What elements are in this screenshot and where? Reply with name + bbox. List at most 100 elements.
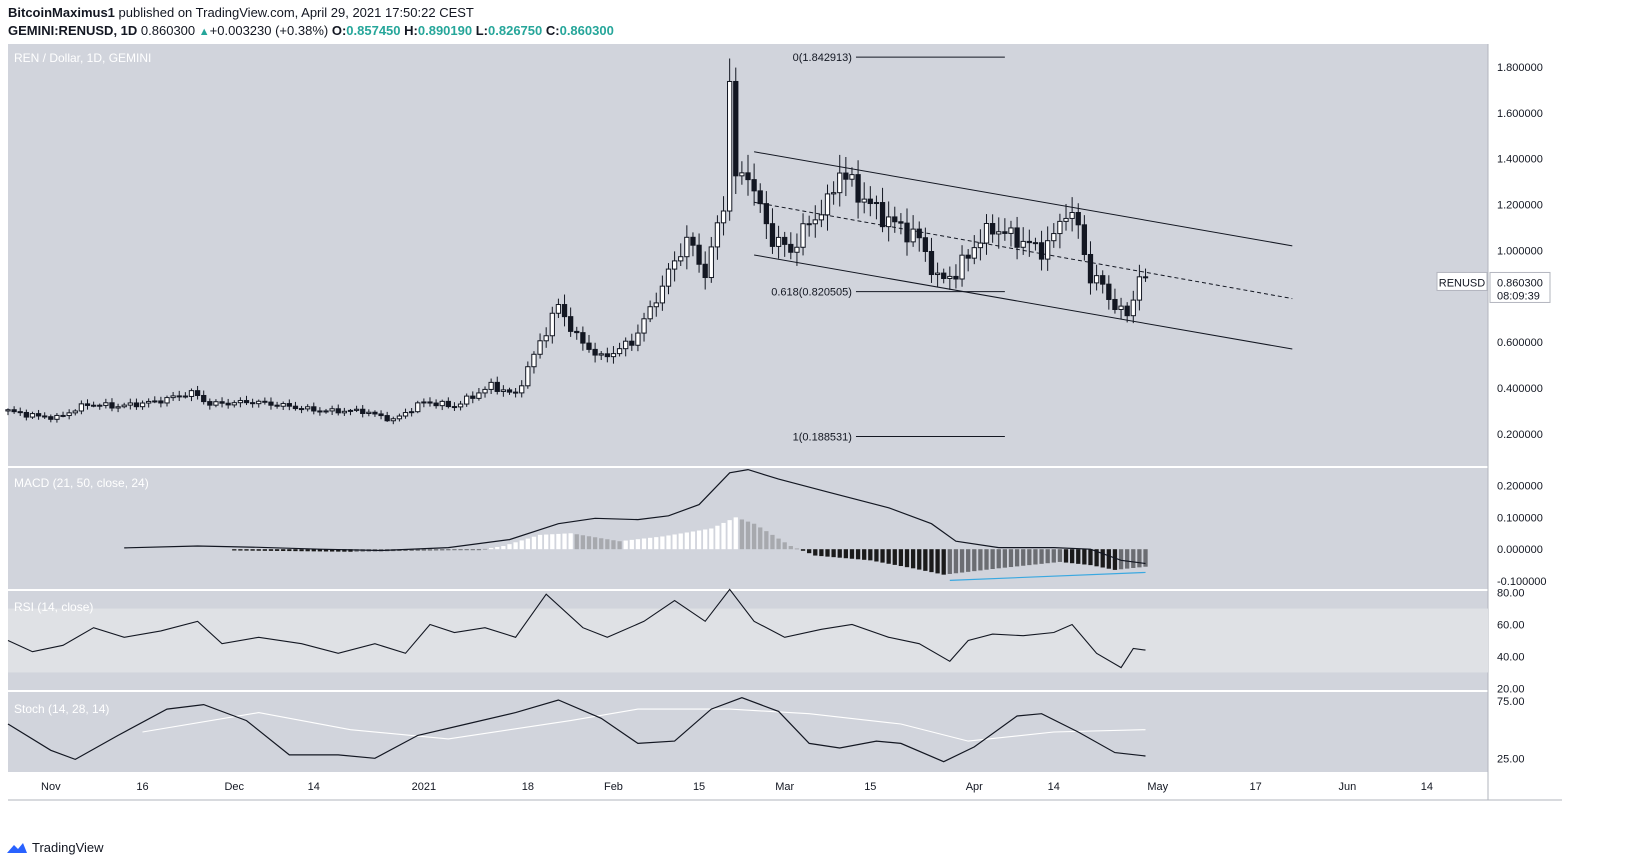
candle-body [873,202,880,205]
macd-histogram-bar [819,549,824,557]
candle-body [678,256,684,262]
tradingview-logo-icon[interactable] [6,841,28,855]
macd-histogram-bar [1143,549,1148,567]
macd-histogram-bar [1069,549,1075,564]
macd-histogram-bar [513,542,518,550]
macd-histogram-bar [739,519,745,550]
candle-body [231,402,237,406]
candle-body [1002,231,1008,234]
macd-histogram-bar [244,549,249,551]
candle-body [1051,233,1057,242]
macd-histogram-bar [1033,549,1038,565]
macd-histogram-bar [1118,549,1124,570]
candle-body [934,272,941,276]
candle-body [1087,253,1094,284]
candle-body [482,388,488,394]
macd-histogram-bar [635,539,641,550]
macd-histogram-bar [1125,549,1130,569]
macd-histogram-bar [293,549,298,552]
channel-lower-line [754,254,1293,350]
macd-histogram-bar [1027,549,1032,566]
candle-body [910,228,916,243]
macd-tick-label: 0.100000 [1497,512,1543,524]
time-tick-label: Mar [775,781,794,793]
macd-histogram-bar [1100,549,1105,568]
macd-histogram-bar [531,536,537,550]
macd-histogram-bar [764,531,769,550]
macd-histogram-bar [617,541,622,550]
candle-body [366,411,372,414]
rsi-pane-title: RSI (14, close) [14,600,93,614]
macd-histogram-bar [421,549,427,551]
candle-body [121,404,127,408]
macd-histogram-bar [843,549,848,559]
macd-histogram-bar [1051,549,1056,563]
macd-histogram-bar [654,537,659,550]
macd-histogram-bar [409,549,414,551]
candle-body [983,223,990,244]
candle-body [500,389,507,392]
macd-histogram-bar [323,549,329,552]
candle-body [1106,283,1112,300]
macd-divergence-line [949,571,1146,582]
macd-histogram-bar [721,522,726,550]
candle-body [72,410,78,414]
candle-body [1142,276,1149,279]
macd-histogram-bar [941,549,946,575]
candle-body [531,353,537,368]
rsi-tick-label: 80.00 [1497,588,1525,600]
macd-histogram-bar [629,539,634,550]
macd-histogram-bar [599,538,604,550]
macd-histogram-bar [238,549,243,551]
candle-body [898,221,904,224]
macd-histogram-bar [672,534,677,550]
last-price-box [1489,271,1551,303]
candle-body [561,304,568,318]
macd-histogram-bar [849,549,855,559]
time-tick-label: 17 [1249,781,1261,793]
candle-body [256,400,262,405]
candle-body [604,353,610,358]
macd-histogram-bar [923,549,928,571]
candle-body [861,198,867,203]
macd-histogram-bar [476,549,482,551]
candle-body [714,222,721,248]
candle-body [751,179,757,192]
stoch-tick-label: 25.00 [1497,753,1525,765]
candle-body [904,222,910,243]
macd-histogram-bar [482,548,488,550]
macd-histogram-bar [758,527,763,550]
macd-histogram-bar [489,547,494,550]
candle-body [347,409,354,412]
macd-histogram-bar [953,549,959,574]
macd-histogram-bar [972,549,977,572]
macd-histogram-bar [415,549,420,551]
candle-body [494,381,500,392]
candle-body [115,406,121,409]
macd-histogram-bar [403,549,408,551]
macd-histogram-bar [440,549,445,551]
candle-body [519,385,525,394]
macd-histogram-bar [813,549,818,556]
candle-body [158,400,164,404]
macd-histogram-bar [874,549,879,562]
candle-body [720,210,727,224]
candle-body [941,272,947,279]
candle-body [629,340,635,346]
author-name[interactable]: BitcoinMaximus1 [8,5,115,20]
candle-body [66,412,72,417]
time-tick-label: Jun [1338,781,1356,793]
candle-body [537,340,543,355]
macd-histogram-bar [519,540,524,550]
candle-body [1136,276,1143,301]
candle-body [1093,275,1100,284]
macd-histogram-bar [641,538,647,550]
macd-line [124,468,1146,565]
macd-histogram-bar [1131,549,1136,568]
brand-name[interactable]: TradingView [32,840,104,855]
time-tick-label: 15 [864,781,876,793]
macd-histogram-bar [1094,549,1099,567]
fib-level-label: 0(1.842913) [793,52,852,64]
candle-body [207,401,213,406]
